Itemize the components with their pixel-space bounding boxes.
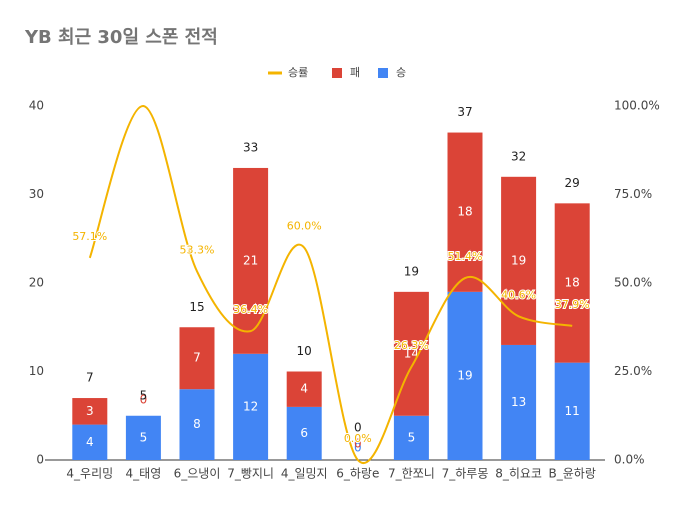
bar-segment: [447, 291, 483, 460]
bar-label: 0: [354, 437, 362, 451]
line-label: 0.0%: [344, 432, 372, 445]
bar-label: 19: [511, 253, 526, 267]
x-tick-label: 7_빵지니: [227, 467, 274, 481]
bar-label: 0: [354, 441, 362, 455]
bar-segment: [447, 132, 483, 292]
bar-label: 7: [193, 351, 201, 365]
y2-tick-label: 75.0%: [614, 187, 652, 201]
bar-label: 4: [86, 435, 94, 449]
chart-title: YB 최근 30일 스폰 전적: [24, 27, 218, 48]
total-label: 7: [86, 371, 94, 385]
bar-segment: [286, 406, 322, 460]
win-rate-line: [88, 105, 573, 464]
bar-segment: [554, 362, 590, 460]
line-label: 57.1%: [72, 230, 107, 243]
total-label: 0: [354, 421, 362, 435]
y-tick-label: 20: [29, 276, 44, 290]
x-tick-label: 7_한쪼니: [388, 467, 435, 481]
bar-label: 11: [565, 404, 580, 418]
total-label: 5: [140, 388, 148, 402]
bar-segment: [233, 353, 269, 460]
bar-segment: [233, 167, 269, 354]
legend-label: 패: [350, 66, 360, 79]
bar-segment: [72, 398, 108, 425]
y2-tick-label: 25.0%: [614, 364, 652, 378]
total-label: 32: [511, 149, 526, 163]
y-tick-label: 10: [29, 364, 44, 378]
bar-label: 6: [300, 426, 308, 440]
bar-label: 14: [404, 346, 419, 360]
total-label: 33: [243, 140, 258, 154]
legend-label: 승: [396, 66, 406, 79]
bar-segment: [286, 371, 322, 407]
total-label: 19: [404, 264, 419, 278]
x-tick-label: 4_태영: [126, 467, 162, 481]
x-tick-label: B_윤하랑: [549, 467, 596, 481]
line-label: 60.0%: [287, 220, 322, 233]
total-label: 10: [297, 344, 312, 358]
x-tick-label: 4_일밍지: [281, 467, 328, 481]
bar-segment: [501, 344, 537, 460]
y-tick-label: 30: [29, 187, 44, 201]
line-label: 40.6%: [501, 288, 536, 301]
bar-label: 5: [140, 430, 148, 444]
legend-swatch: [332, 68, 342, 78]
bar-label: 5: [408, 430, 416, 444]
x-tick-label: 8_히요코: [495, 467, 542, 481]
bar-label: 19: [457, 368, 472, 382]
y-tick-label: 40: [29, 99, 44, 113]
bar-label: 8: [193, 417, 201, 431]
line-label: 53.3%: [180, 243, 215, 256]
bar-label: 4: [300, 382, 308, 396]
y-tick-label: 0: [36, 453, 44, 467]
total-label: 37: [457, 105, 472, 119]
bar-segment: [72, 424, 108, 460]
bar-segment: [393, 415, 429, 460]
line-label: 36.4%: [233, 303, 268, 316]
bar-segment: [554, 203, 590, 363]
bar-label: 3: [86, 404, 94, 418]
bar-label: 13: [511, 395, 526, 409]
line-label: 51.4%: [448, 250, 483, 263]
bar-segment: [125, 415, 161, 460]
bar-label: 18: [457, 205, 472, 219]
x-tick-label: 7_하루몽: [442, 467, 489, 481]
line-label: 37.9%: [555, 298, 590, 311]
bar-label: 0: [140, 392, 148, 406]
y2-tick-label: 50.0%: [614, 276, 652, 290]
x-tick-label: 6_하랑e: [336, 467, 379, 481]
bar-label: 18: [565, 276, 580, 290]
line-label: 26.3%: [394, 339, 429, 352]
y2-tick-label: 0.0%: [614, 453, 645, 467]
bar-label: 12: [243, 399, 258, 413]
bar-segment: [179, 327, 215, 390]
legend-label: 승률: [288, 66, 308, 79]
x-tick-label: 6_으냉이: [174, 467, 221, 481]
total-label: 15: [189, 300, 204, 314]
y2-tick-label: 100.0%: [614, 99, 660, 113]
total-label: 29: [565, 176, 580, 190]
x-tick-label: 4_우리밍: [66, 467, 113, 481]
bar-segment: [179, 389, 215, 460]
legend-swatch: [378, 68, 388, 78]
bar-label: 21: [243, 253, 258, 267]
